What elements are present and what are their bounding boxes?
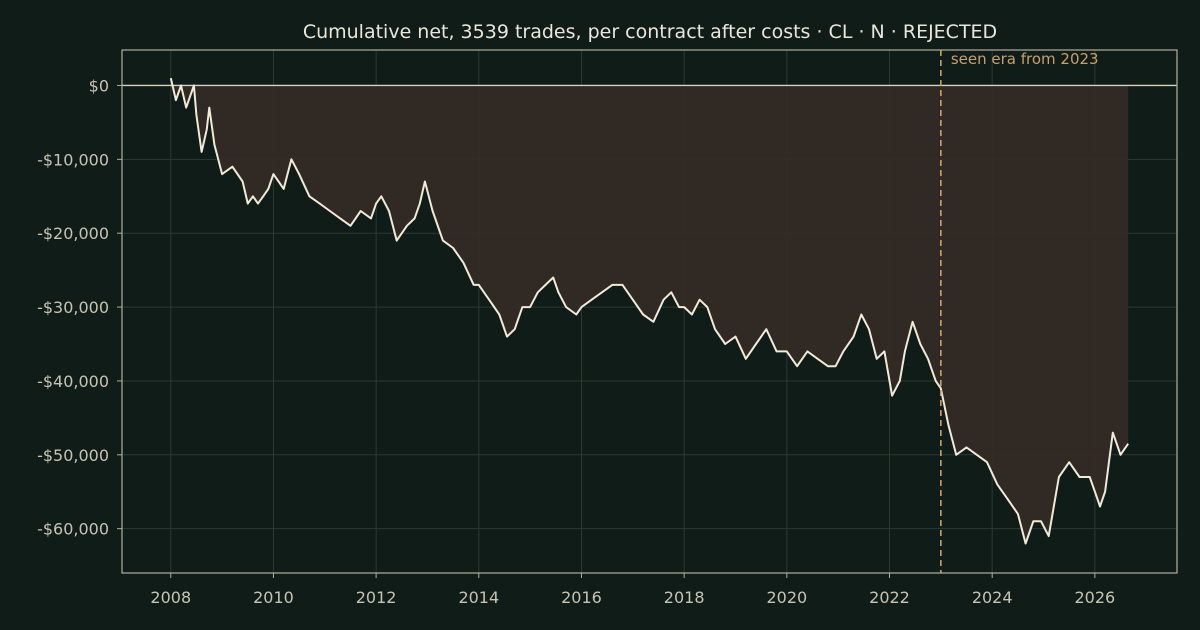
plot-frame xyxy=(121,49,1178,574)
x-tick-label: 2008 xyxy=(150,588,191,607)
series-line-layer xyxy=(169,77,1130,545)
x-tick-label: 2024 xyxy=(972,588,1013,607)
x-tick-label: 2010 xyxy=(253,588,294,607)
vline-annotation: seen era from 2023 xyxy=(951,50,1099,68)
x-tick-label: 2018 xyxy=(664,588,705,607)
y-tick-label: -$50,000 xyxy=(37,446,109,465)
x-tick-label: 2014 xyxy=(458,588,499,607)
y-tick-label: $0 xyxy=(89,76,109,95)
x-tick-label: 2022 xyxy=(869,588,910,607)
area-fill-layer xyxy=(170,78,1129,544)
y-tick-label: -$20,000 xyxy=(37,224,109,243)
y-tick-label: -$40,000 xyxy=(37,372,109,391)
y-axis: $0 -$10,000 -$20,000 -$30,000 -$40,000 -$50,0… xyxy=(37,76,122,539)
x-tick-label: 2020 xyxy=(766,588,807,607)
chart-title: Cumulative net, 3539 trades, per contrac… xyxy=(303,21,997,43)
drawdown-area xyxy=(170,78,1129,544)
x-tick-label: 2016 xyxy=(561,588,602,607)
y-tick-label: -$30,000 xyxy=(37,298,109,317)
x-tick-label: 2026 xyxy=(1074,588,1115,607)
x-tick-label: 2012 xyxy=(356,588,397,607)
y-tick-label: -$10,000 xyxy=(37,150,109,169)
cumulative-net-line xyxy=(169,77,1130,545)
y-tick-label: -$60,000 xyxy=(37,520,109,539)
x-axis: 2008 2010 2012 2014 2016 2018 2020 2022 2024 2026 xyxy=(150,573,1115,607)
